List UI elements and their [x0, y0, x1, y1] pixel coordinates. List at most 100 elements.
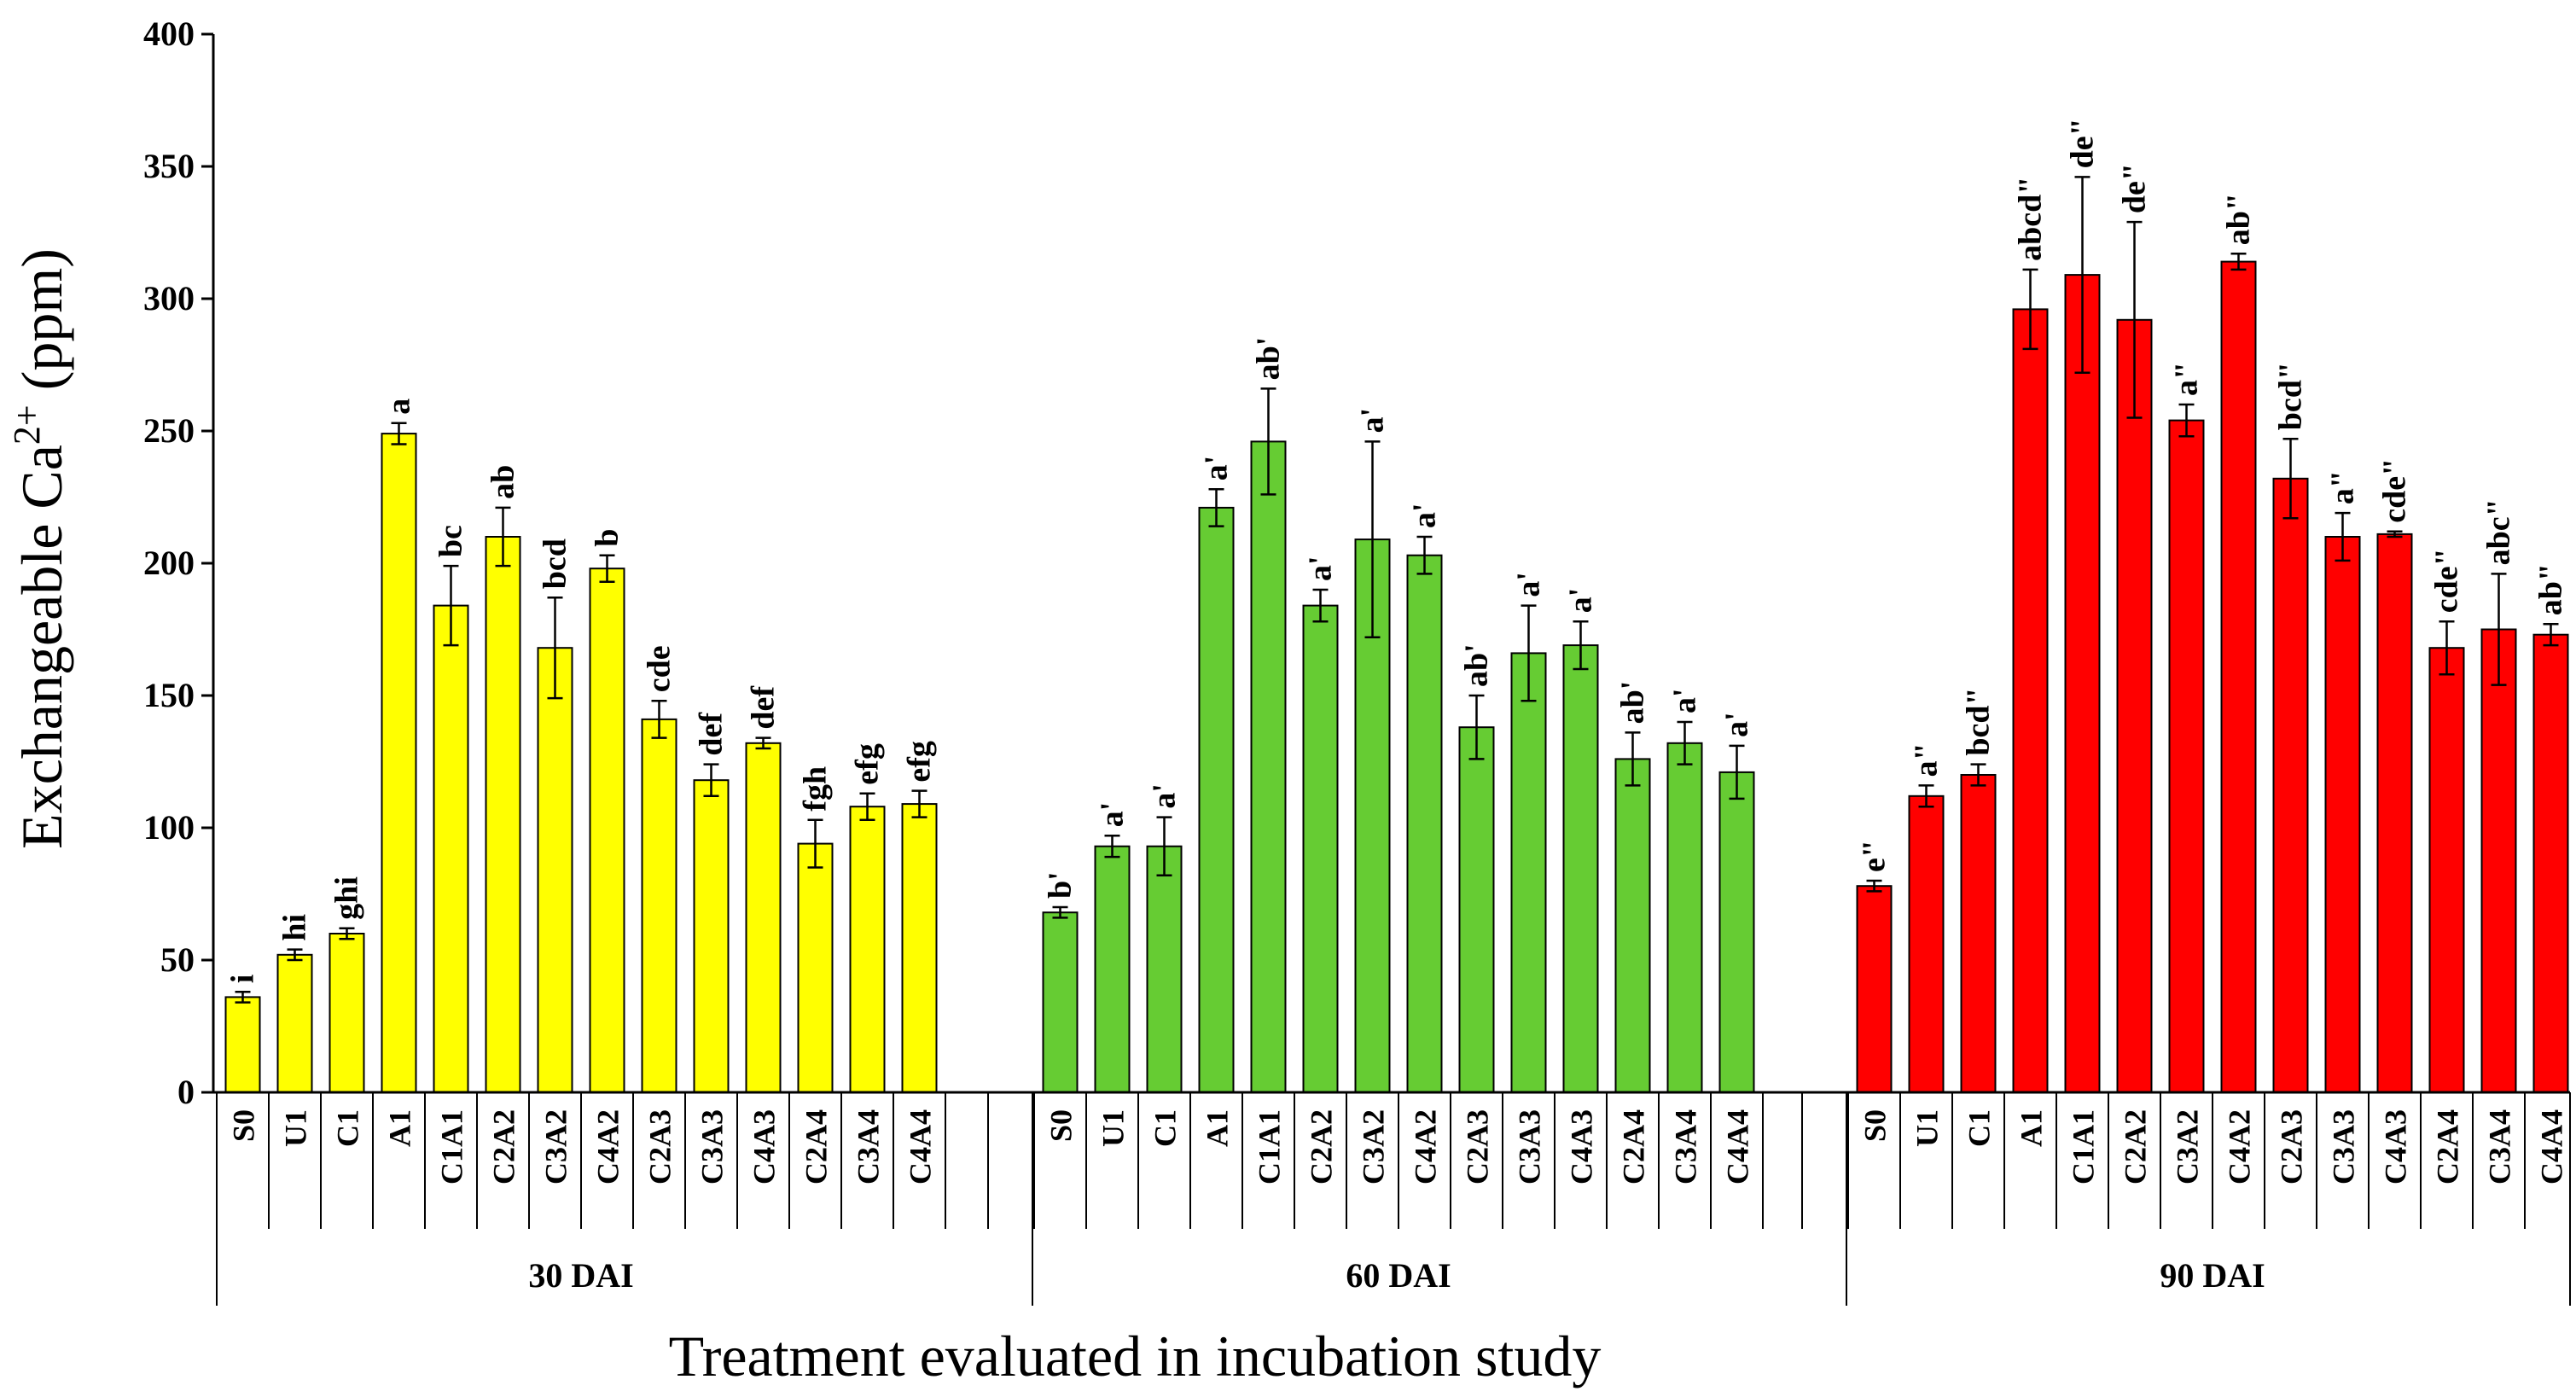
significance-label: abc" [2481, 498, 2517, 565]
category-label: C4A4 [2535, 1109, 2569, 1185]
bar [1302, 604, 1339, 1093]
category-label: U1 [1910, 1109, 1945, 1147]
bar [797, 842, 834, 1093]
significance-label: def [746, 685, 782, 730]
category-label: C3A4 [852, 1109, 886, 1185]
significance-label: ghi [329, 876, 365, 920]
x-axis-title: Treatment evaluated in incubation study [669, 1324, 1602, 1388]
significance-label: a' [1303, 556, 1339, 581]
significance-label: ab" [2533, 563, 2569, 615]
significance-label: abcd" [2013, 177, 2049, 261]
bar [485, 536, 521, 1093]
significance-label: hi [277, 914, 313, 941]
significance-label: a" [1909, 742, 1945, 777]
y-axis-title-unit: (ppm) [9, 248, 74, 405]
bar-group: b' a' a' a' ab' a' a' a' ab' a' a' ab' a' a' [1042, 337, 1755, 1094]
y-tick-label: 100 [143, 808, 195, 847]
bar [1908, 795, 1945, 1093]
bar [1718, 771, 1755, 1094]
bar [224, 996, 261, 1094]
significance-label: bcd [538, 538, 573, 589]
y-axis-title: Exchangeable Ca2+ (ppm) [6, 248, 74, 849]
category-label: S0 [1858, 1109, 1893, 1142]
significance-label: bc [433, 525, 469, 557]
category-label: C3A2 [2171, 1109, 2205, 1185]
significance-label: de" [2065, 118, 2101, 168]
significance-label: e" [1857, 840, 1893, 872]
bar [1510, 652, 1547, 1093]
category-label: C1A1 [435, 1109, 469, 1185]
category-label: C2A2 [487, 1109, 521, 1185]
category-label: C2A2 [2119, 1109, 2153, 1185]
significance-label: bcd" [1961, 687, 1997, 755]
category-label: C3A2 [1357, 1109, 1391, 1185]
significance-label: a' [1095, 802, 1131, 828]
bar [1856, 885, 1893, 1093]
bar [2064, 274, 2101, 1094]
bar [693, 779, 730, 1093]
bar [1614, 758, 1651, 1094]
category-label: C3A3 [1513, 1109, 1547, 1185]
category-label: C4A4 [1721, 1109, 1755, 1185]
y-tick-label: 200 [143, 544, 195, 582]
bar [2168, 419, 2205, 1094]
significance-label: de" [2117, 163, 2153, 213]
y-tick-label: 350 [143, 147, 195, 185]
significance-label: bcd" [2273, 362, 2309, 430]
y-tick-label: 0 [177, 1073, 195, 1111]
bar [433, 604, 469, 1093]
x-axis: S0 U1 C1 A1 C1A1 C2A2 C3A2 C4A2 C2A3 C3A3 C4A3 C2A4… [213, 1091, 2571, 1306]
bar [2324, 536, 2361, 1093]
significance-label: fgh [798, 766, 834, 812]
bar [849, 806, 886, 1093]
significance-label: a' [1667, 688, 1703, 713]
significance-label: b [590, 529, 625, 547]
category-label: C1 [1963, 1109, 1997, 1147]
group-label: 60 DAI [1346, 1256, 1451, 1295]
bar [745, 742, 782, 1093]
bar [2272, 477, 2309, 1093]
y-tick-label: 150 [143, 676, 195, 714]
y-tick-label: 300 [143, 279, 195, 317]
category-label: A1 [2015, 1109, 2049, 1147]
bar [537, 647, 573, 1093]
significance-label: a' [1563, 588, 1599, 614]
significance-label: a' [1719, 712, 1755, 737]
significance-label: efg [902, 741, 938, 783]
significance-label: a" [2169, 362, 2205, 396]
category-label: C1 [331, 1109, 365, 1147]
group-label: 90 DAI [2160, 1256, 2265, 1295]
bar [1042, 911, 1079, 1093]
category-label: C4A2 [1409, 1109, 1443, 1185]
bar [2220, 260, 2257, 1094]
category-label: C1 [1148, 1109, 1183, 1147]
category-label: C1A1 [2067, 1109, 2101, 1185]
bar [2012, 308, 2049, 1093]
category-label: A1 [383, 1109, 417, 1147]
y-axis: 0 50 100 150 200 250 300 350 400 [143, 15, 215, 1111]
category-label: C3A3 [2327, 1109, 2361, 1185]
significance-label: ab' [1459, 643, 1495, 687]
category-label: C4A3 [2379, 1109, 2413, 1185]
category-label: C4A3 [747, 1109, 782, 1185]
significance-label: ab' [1251, 337, 1287, 381]
y-tick-label: 250 [143, 411, 195, 450]
category-label: C2A3 [643, 1109, 677, 1185]
category-label: C3A3 [695, 1109, 730, 1185]
category-label: S0 [1044, 1109, 1079, 1142]
significance-label: a' [1355, 408, 1391, 434]
significance-label: efg [850, 743, 886, 785]
bar [381, 433, 417, 1094]
bar [1250, 440, 1287, 1093]
significance-label: cde" [2377, 458, 2413, 523]
significance-label: a' [1147, 783, 1183, 809]
significance-label: ab' [1615, 681, 1651, 725]
category-label: C2A4 [2431, 1109, 2465, 1185]
bar [1960, 774, 1997, 1093]
bar-group: e" a" bcd" abcd" de" de" a" ab" bcd" a" cde" cde" ab… [1856, 118, 2569, 1094]
bar [1094, 845, 1131, 1093]
significance-label: cde [642, 645, 677, 692]
